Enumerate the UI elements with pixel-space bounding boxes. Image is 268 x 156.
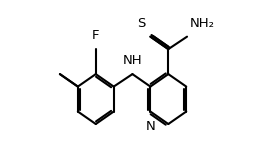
Text: N: N	[146, 120, 155, 133]
Text: F: F	[92, 29, 99, 42]
Text: NH₂: NH₂	[190, 17, 215, 30]
Text: NH: NH	[123, 54, 142, 67]
Text: S: S	[137, 17, 146, 30]
